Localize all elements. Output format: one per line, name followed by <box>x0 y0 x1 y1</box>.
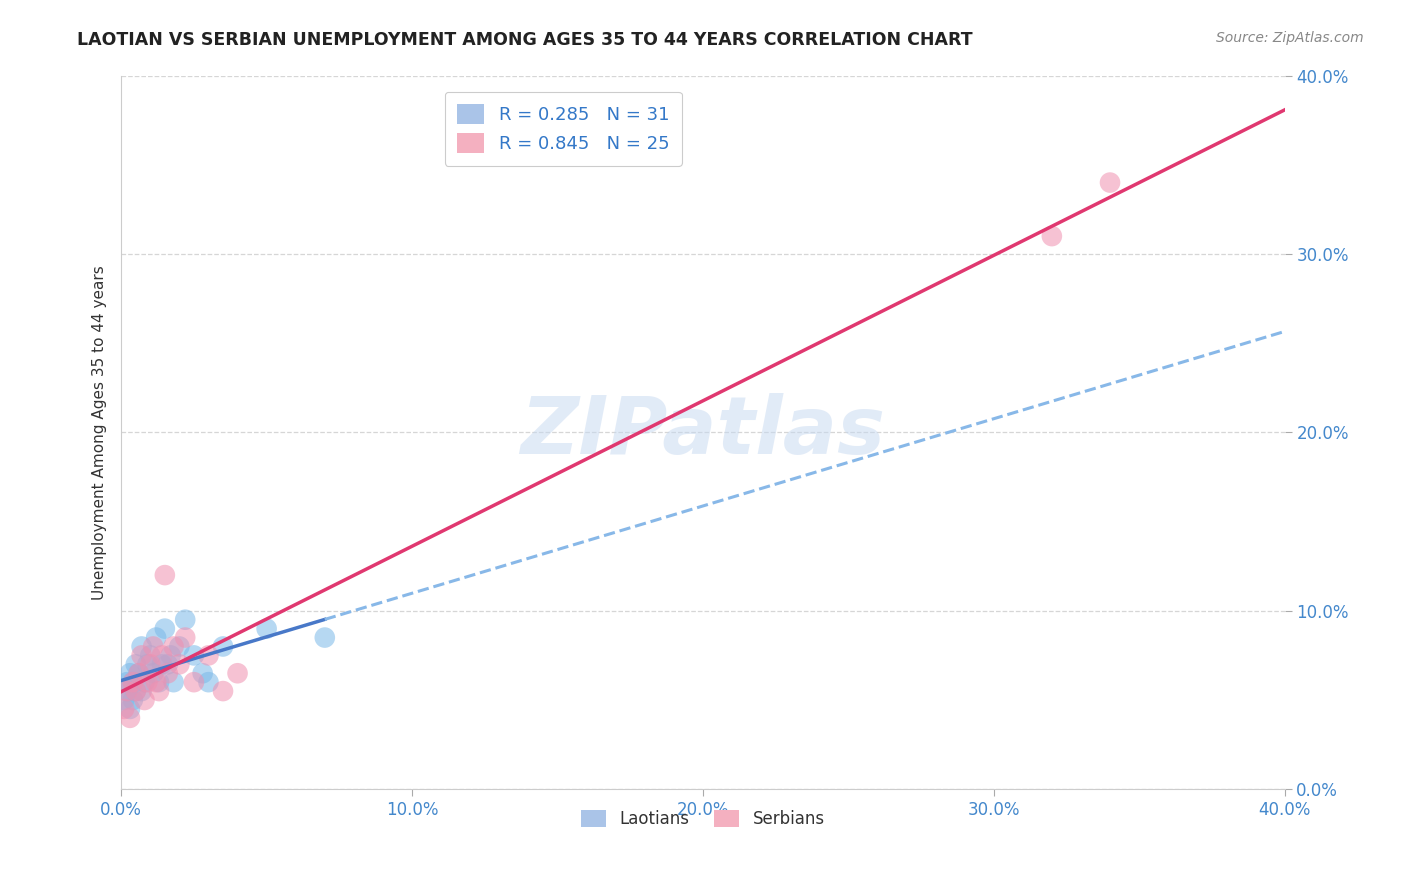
Point <box>145 631 167 645</box>
Point <box>226 666 249 681</box>
Point <box>121 693 143 707</box>
Point <box>183 648 205 663</box>
Y-axis label: Unemployment Among Ages 35 to 44 years: Unemployment Among Ages 35 to 44 years <box>93 265 107 599</box>
Point <box>118 666 141 681</box>
Point <box>142 640 165 654</box>
Point <box>191 666 214 681</box>
Point <box>169 657 191 672</box>
Point <box>115 675 138 690</box>
Point <box>131 640 153 654</box>
Point <box>197 648 219 663</box>
Point <box>174 631 197 645</box>
Point <box>256 622 278 636</box>
Point <box>115 684 138 698</box>
Point <box>118 702 141 716</box>
Point <box>153 568 176 582</box>
Point <box>131 684 153 698</box>
Point <box>118 711 141 725</box>
Point <box>128 666 150 681</box>
Point <box>162 675 184 690</box>
Point <box>169 640 191 654</box>
Point <box>212 684 235 698</box>
Point <box>153 622 176 636</box>
Point <box>148 684 170 698</box>
Point <box>150 648 173 663</box>
Point <box>1040 229 1063 244</box>
Point <box>131 648 153 663</box>
Point <box>156 666 179 681</box>
Point <box>121 675 143 690</box>
Point <box>162 640 184 654</box>
Text: Source: ZipAtlas.com: Source: ZipAtlas.com <box>1216 31 1364 45</box>
Point <box>121 675 143 690</box>
Point <box>142 666 165 681</box>
Point <box>145 675 167 690</box>
Point <box>112 693 135 707</box>
Point <box>112 702 135 716</box>
Point <box>134 675 156 690</box>
Point <box>148 675 170 690</box>
Point <box>115 684 138 698</box>
Point <box>156 657 179 672</box>
Point <box>128 666 150 681</box>
Point <box>1098 176 1121 190</box>
Point <box>125 657 148 672</box>
Point <box>125 684 148 698</box>
Point <box>136 657 159 672</box>
Point <box>125 684 148 698</box>
Point <box>136 675 159 690</box>
Point <box>183 675 205 690</box>
Point <box>139 648 162 663</box>
Point <box>139 657 162 672</box>
Text: ZIPatlas: ZIPatlas <box>520 393 886 471</box>
Legend: Laotians, Serbians: Laotians, Serbians <box>574 803 831 834</box>
Point <box>314 631 336 645</box>
Point <box>174 613 197 627</box>
Point <box>150 657 173 672</box>
Point <box>197 675 219 690</box>
Text: LAOTIAN VS SERBIAN UNEMPLOYMENT AMONG AGES 35 TO 44 YEARS CORRELATION CHART: LAOTIAN VS SERBIAN UNEMPLOYMENT AMONG AG… <box>77 31 973 49</box>
Point <box>212 640 235 654</box>
Point <box>159 648 181 663</box>
Point <box>134 693 156 707</box>
